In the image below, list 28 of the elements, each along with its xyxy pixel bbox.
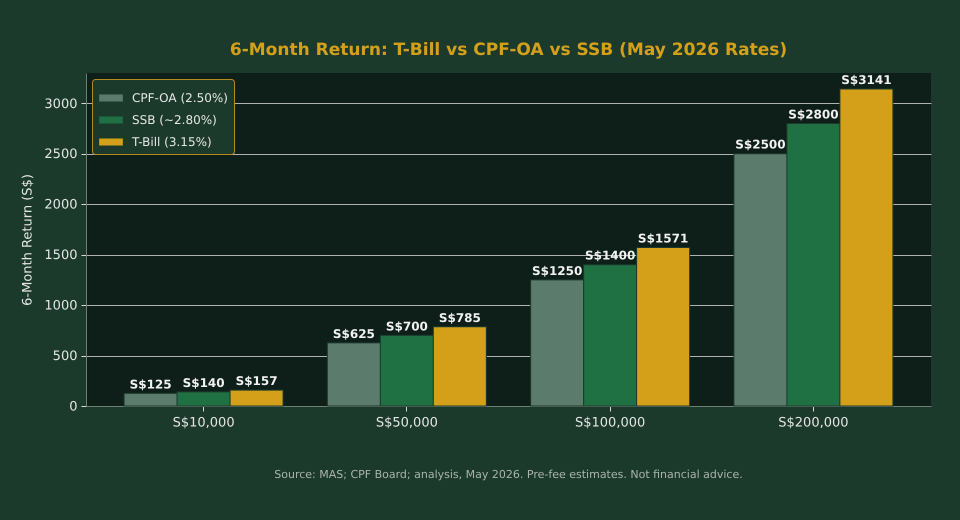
data-label: S$700	[386, 319, 428, 334]
data-label: S$125	[130, 377, 172, 392]
data-label: S$140	[182, 376, 225, 390]
data-label: S$2500	[735, 138, 786, 152]
y-tick-label: 1000	[44, 298, 78, 314]
x-tick-label: S$100,000	[574, 416, 646, 430]
data-label: S$1571	[638, 231, 688, 246]
data-label: S$3141	[841, 73, 892, 88]
source-note: Source: MAS; CPF Board; analysis, May 2026. Pre-fee estimates. Not financial advice.	[274, 468, 743, 481]
data-label: S$785	[438, 310, 481, 325]
data-label: S$625	[332, 326, 375, 341]
data-label: S$157	[236, 374, 278, 388]
y-tick-label: 0	[69, 400, 78, 414]
chart-title: 6-Month Return: T-Bill vs CPF-OA vs SSB (May 2026 Rates)	[230, 40, 788, 60]
y-tick-label: 500	[52, 349, 78, 364]
data-label: S$1250	[532, 264, 582, 278]
y-tick-label: 3000	[44, 96, 78, 112]
legend-label: T-Bill (3.15%)	[131, 135, 212, 149]
y-tick-label: 2500	[44, 147, 78, 162]
x-tick-label: S$200,000	[778, 416, 849, 430]
data-label: S$2800	[788, 107, 839, 122]
legend-label: CPF-OA (2.50%)	[132, 91, 228, 105]
y-tick-label: 2000	[44, 198, 78, 213]
legend-label: SSB (~2.80%)	[132, 113, 217, 127]
y-tick-label: 1500	[44, 248, 78, 264]
y-axis-title: 6-Month Return (S$)	[20, 174, 36, 306]
x-tick-label: S$10,000	[172, 416, 235, 430]
x-tick-label: S$50,000	[376, 416, 438, 430]
